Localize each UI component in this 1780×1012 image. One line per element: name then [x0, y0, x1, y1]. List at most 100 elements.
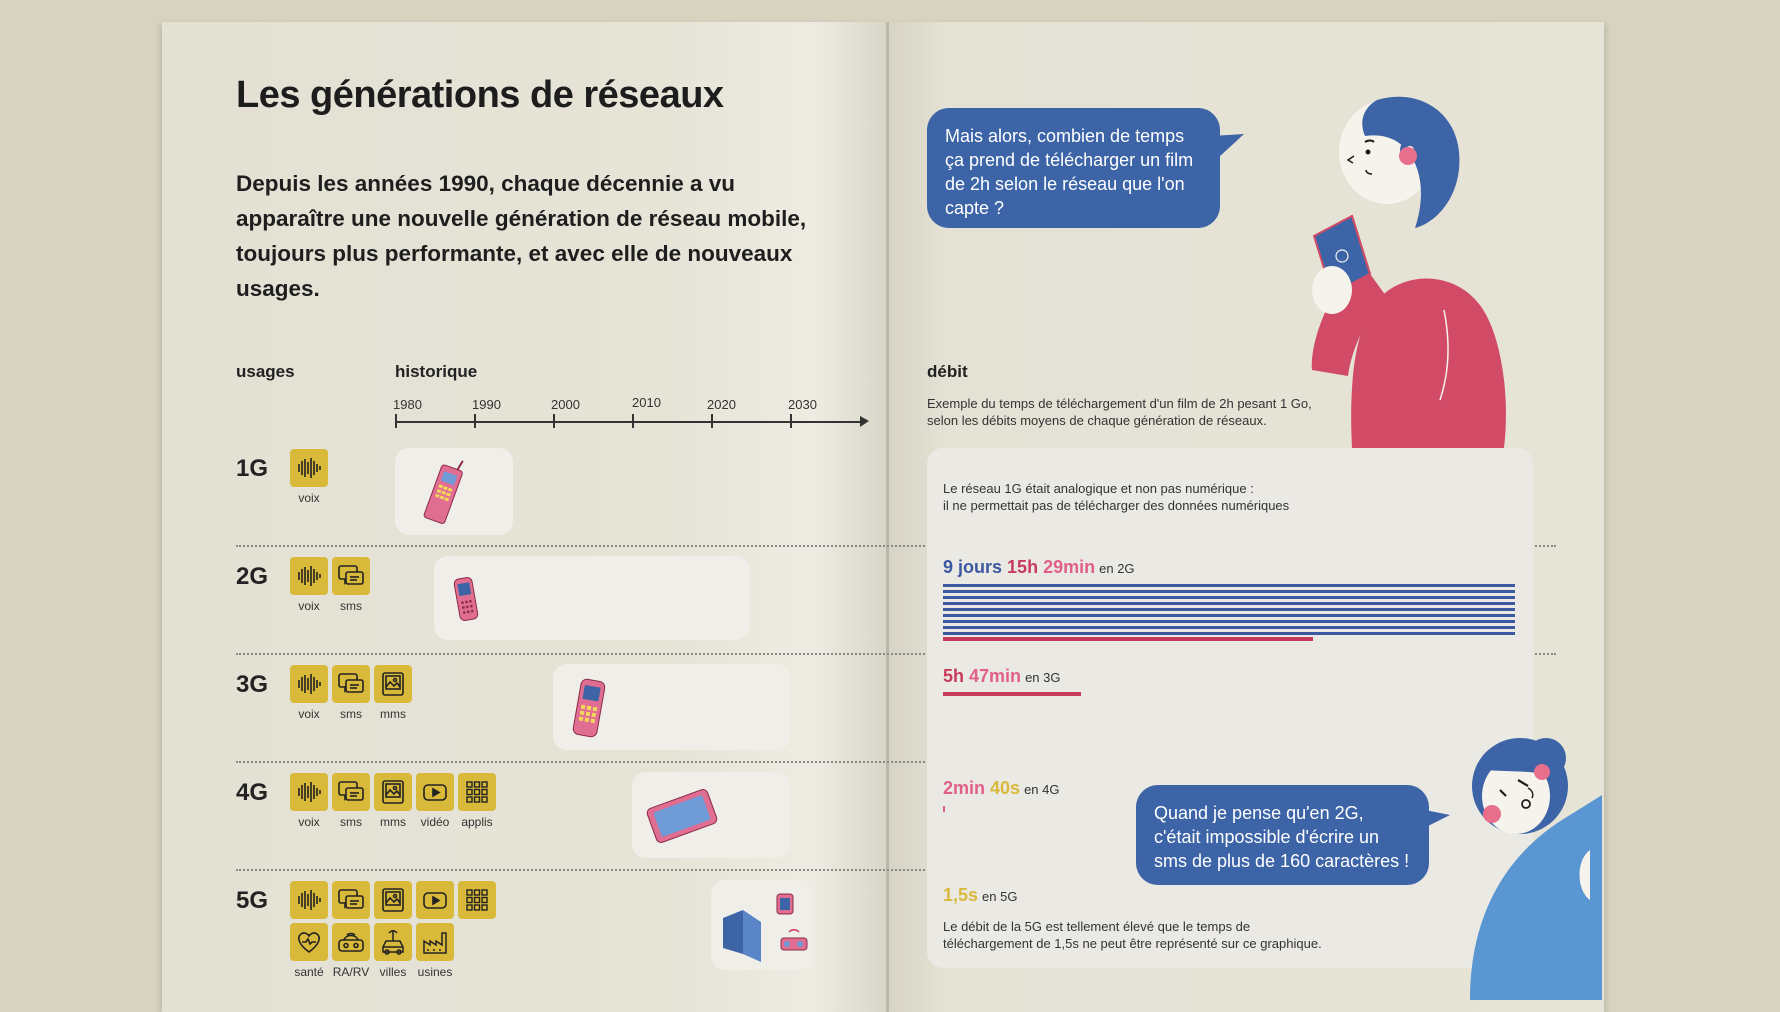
- foldable-and-wearables-icon: [723, 893, 808, 962]
- row-separator: [236, 869, 1556, 871]
- timeline-arrow-icon: [860, 416, 869, 427]
- sms-icon: [332, 665, 370, 703]
- speed-5g: 1,5s en 5G: [943, 885, 1017, 906]
- bar-2g-day: [943, 608, 1515, 611]
- brick-phone-icon: [423, 460, 464, 524]
- timeline-label: 1980: [393, 397, 422, 412]
- factory-icon: [416, 923, 454, 961]
- speed-2g-minutes: 29min: [1043, 557, 1096, 577]
- timeline-label: 2010: [632, 395, 661, 410]
- usage-label: RA/RV: [332, 965, 370, 979]
- usage-label: voix: [298, 707, 320, 721]
- history-card-5g: [711, 880, 813, 970]
- bar-2g-day: [943, 620, 1515, 623]
- usage-label: voix: [298, 815, 320, 829]
- history-card-1g: [395, 448, 513, 535]
- sms-icon: [332, 881, 370, 919]
- feature-phone-icon: [453, 577, 479, 621]
- speed-2g-hours: 15h: [1007, 557, 1039, 577]
- generation-label-3g: 3G: [236, 671, 269, 698]
- video-icon: [416, 773, 454, 811]
- usage-label: santé: [294, 965, 324, 979]
- vr-headset-icon: [332, 923, 370, 961]
- speed-4g-seconds: 40s: [990, 778, 1021, 798]
- timeline-tick: [474, 414, 476, 428]
- timeline-tick: [632, 414, 634, 428]
- speed-3g-suffix: en 3G: [1025, 670, 1061, 685]
- smart-city-car-icon: [374, 923, 412, 961]
- mms-icon: [374, 665, 412, 703]
- generation-label-5g: 5G: [236, 887, 269, 914]
- note-1g-line2: il ne permettait pas de télécharger des …: [943, 498, 1290, 513]
- smiling-person-illustration: [1470, 738, 1602, 1000]
- row-separator: [236, 761, 1556, 763]
- voice-icon: [290, 449, 328, 487]
- generation-label-1g: 1G: [236, 455, 269, 482]
- timeline-tick: [711, 414, 713, 428]
- smartphone-icon: [646, 789, 718, 843]
- timeline-tick: [553, 414, 555, 428]
- bar-2g-hours: [943, 637, 1313, 641]
- bar-2g-day: [943, 584, 1515, 587]
- usage-label: mms: [380, 815, 406, 829]
- bar-3g-hours: [943, 692, 1081, 696]
- debit-caption-line2: selon les débits moyens de chaque généra…: [927, 413, 1267, 428]
- voice-icon: [290, 557, 328, 595]
- speech-bubble-tail-icon: [1212, 134, 1244, 158]
- timeline-label: 2020: [707, 397, 736, 412]
- debit-chart-panel: [927, 448, 1533, 968]
- question-speech-bubble: Mais alors, combien de temps ça prend de…: [927, 108, 1220, 228]
- generation-label-4g: 4G: [236, 779, 269, 806]
- video-icon: [416, 881, 454, 919]
- candybar-phone-icon: [572, 678, 606, 738]
- voice-icon: [290, 773, 328, 811]
- usage-label: usines: [417, 965, 453, 979]
- book-spine: [886, 22, 889, 1012]
- bar-4g-minutes: [943, 806, 945, 812]
- bar-2g-day: [943, 590, 1515, 593]
- debit-column-heading: débit: [927, 362, 968, 381]
- timeline-axis: [395, 421, 865, 423]
- usage-label: applis: [461, 815, 493, 829]
- row-separator: [236, 545, 1556, 547]
- usage-label: sms: [340, 599, 362, 613]
- usage-label: vidéo: [420, 815, 450, 829]
- timeline-tick: [790, 414, 792, 428]
- usage-label: sms: [340, 815, 362, 829]
- usage-label: voix: [298, 491, 320, 505]
- reading-person-illustration: [1311, 96, 1506, 448]
- speed-5g-suffix: en 5G: [982, 889, 1018, 904]
- speed-2g-days: 9 jours: [943, 557, 1003, 577]
- speed-4g: 2min 40s en 4G: [943, 778, 1060, 799]
- generation-label-2g: 2G: [236, 563, 269, 590]
- bar-2g-day: [943, 614, 1515, 617]
- apps-grid-icon: [458, 881, 496, 919]
- speed-5g-seconds: 1,5s: [943, 885, 979, 905]
- row-separator: [236, 653, 1556, 655]
- speech-bubble-tail-icon: [1420, 809, 1450, 829]
- usage-label: villes: [379, 965, 407, 979]
- history-card-4g: [632, 772, 790, 858]
- bar-2g-day: [943, 602, 1515, 605]
- health-heart-icon: [290, 923, 328, 961]
- intro-paragraph: Depuis les années 1990, chaque décennie …: [236, 171, 807, 301]
- voice-icon: [290, 665, 328, 703]
- timeline-tick: [395, 414, 397, 428]
- usages-column-heading: usages: [236, 362, 295, 381]
- apps-grid-icon: [458, 773, 496, 811]
- speed-3g: 5h 47min en 3G: [943, 666, 1060, 687]
- note-5g-line2: téléchargement de 1,5s ne peut être repr…: [943, 936, 1322, 951]
- answer-speech-bubble: Quand je pense qu'en 2G, c'était impossi…: [1136, 785, 1429, 885]
- mms-icon: [374, 881, 412, 919]
- speed-3g-hours: 5h: [943, 666, 965, 686]
- sms-icon: [332, 773, 370, 811]
- speed-4g-minutes: 2min: [943, 778, 986, 798]
- usage-label: sms: [340, 707, 362, 721]
- bar-2g-day: [943, 596, 1515, 599]
- speed-3g-minutes: 47min: [969, 666, 1022, 686]
- speed-2g: 9 jours 15h 29min en 2G: [943, 557, 1135, 578]
- voice-icon: [290, 881, 328, 919]
- historique-column-heading: historique: [395, 362, 478, 381]
- bar-2g-day: [943, 626, 1515, 629]
- sms-icon: [332, 557, 370, 595]
